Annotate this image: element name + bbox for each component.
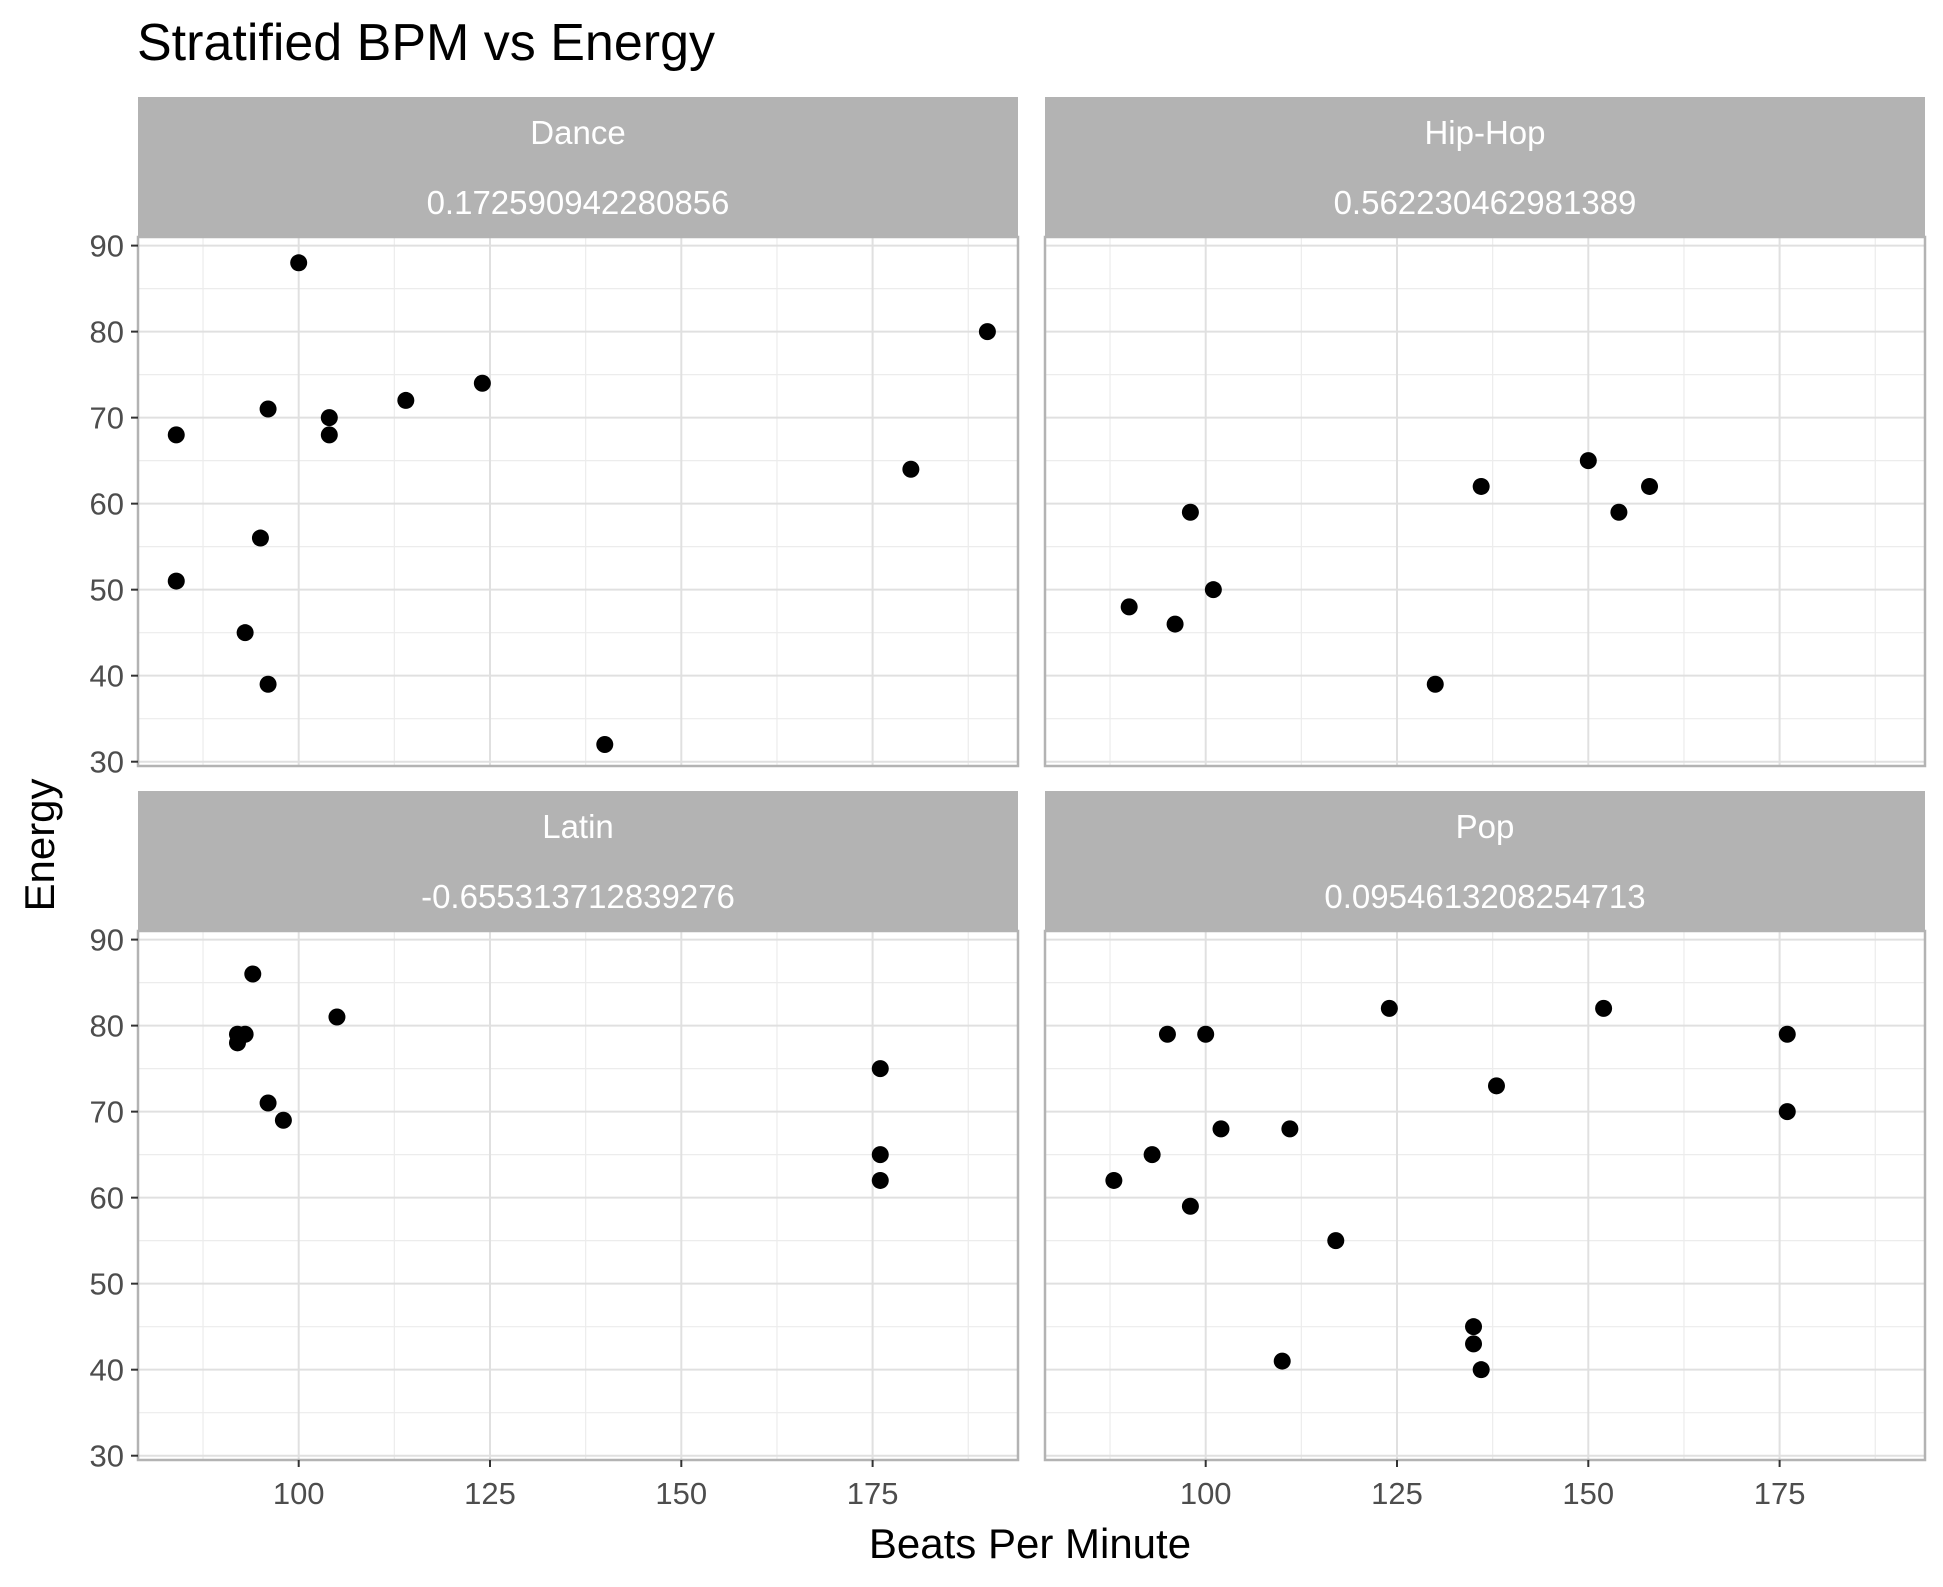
x-tick-label: 125 [1371, 1476, 1423, 1511]
data-point [1426, 675, 1444, 693]
data-point [320, 426, 338, 444]
facet-pop: Pop 0.0954613208254713 100 125 150 175 [1043, 791, 1927, 1511]
y-tick-label: 80 [90, 315, 124, 350]
x-tick-label: 175 [1754, 1476, 1806, 1511]
data-point [320, 409, 338, 427]
y-tick-label: 30 [90, 1439, 124, 1474]
data-point [259, 400, 277, 418]
x-tick-label: 150 [1562, 1476, 1614, 1511]
data-point [328, 1008, 346, 1026]
data-point [871, 1146, 889, 1164]
data-point [1120, 598, 1138, 616]
x-tick-label: 125 [464, 1476, 516, 1511]
panel-background [1045, 931, 1925, 1460]
x-tick-label: 100 [273, 1476, 325, 1511]
facet-hip-hop: Hip-Hop 0.562230462981389 [1043, 97, 1927, 768]
data-point [1181, 503, 1199, 521]
data-point [1778, 1103, 1796, 1121]
data-point [1105, 1171, 1123, 1189]
data-point [1181, 1197, 1199, 1215]
data-point [236, 624, 254, 642]
y-tick-label: 70 [90, 401, 124, 436]
data-point [274, 1111, 292, 1129]
y-tick-label: 50 [90, 1267, 124, 1302]
data-point [1472, 1361, 1490, 1379]
data-point [1158, 1025, 1176, 1043]
data-point [1197, 1025, 1215, 1043]
data-point [251, 529, 269, 547]
data-point [1472, 477, 1490, 495]
y-tick-label: 30 [90, 745, 124, 780]
data-point [596, 735, 614, 753]
facet-strip [138, 791, 1018, 931]
facet-genre-label: Dance [530, 114, 625, 151]
data-point [1327, 1232, 1345, 1250]
panel-background [138, 237, 1018, 766]
data-point [871, 1060, 889, 1078]
facet-genre-label: Latin [542, 808, 614, 845]
panel-background [1045, 237, 1925, 766]
facet-correlation-label: 0.562230462981389 [1334, 184, 1637, 221]
facet-strip [138, 97, 1018, 237]
data-point [978, 323, 996, 341]
panel-border [136, 929, 1020, 1462]
data-point [1465, 1318, 1483, 1336]
y-tick-label: 90 [90, 229, 124, 264]
data-point [1166, 615, 1184, 633]
facet-correlation-label: 0.0954613208254713 [1324, 878, 1645, 915]
facet-strip [1045, 97, 1925, 237]
data-point [1579, 452, 1597, 470]
data-point [1204, 581, 1222, 599]
data-point [1610, 503, 1628, 521]
data-point [244, 965, 262, 983]
x-tick-label: 150 [655, 1476, 707, 1511]
y-tick-label: 40 [90, 659, 124, 694]
facet-dance: Dance 0.172590942280856 30 40 50 60 70 80 90 [90, 97, 1020, 780]
facet-correlation-label: 0.172590942280856 [427, 184, 730, 221]
data-point [1212, 1120, 1230, 1138]
panel-border [1043, 235, 1927, 768]
y-tick-label: 80 [90, 1009, 124, 1044]
facet-correlation-label: -0.655313712839276 [421, 878, 735, 915]
data-point [473, 374, 491, 392]
facet-latin: Latin -0.655313712839276 30 40 50 60 70 80 90 100… [90, 791, 1020, 1511]
y-tick-label: 60 [90, 1181, 124, 1216]
data-point [1595, 999, 1613, 1017]
data-point [1641, 477, 1659, 495]
data-point [1465, 1335, 1483, 1353]
data-point [1273, 1352, 1291, 1370]
y-tick-label: 60 [90, 487, 124, 522]
y-tick-label: 70 [90, 1095, 124, 1130]
data-point [1143, 1146, 1161, 1164]
data-point [1281, 1120, 1299, 1138]
y-tick-label: 40 [90, 1353, 124, 1388]
data-point [167, 572, 185, 590]
panel-border [136, 235, 1020, 768]
panel-border [1043, 929, 1927, 1462]
y-tick-label: 90 [90, 923, 124, 958]
data-point [1778, 1025, 1796, 1043]
data-point [236, 1025, 254, 1043]
chart-title: Stratified BPM vs Energy [137, 14, 715, 72]
y-tick-label: 50 [90, 573, 124, 608]
data-point [1487, 1077, 1505, 1095]
data-point [259, 1094, 277, 1112]
panel-background [138, 931, 1018, 1460]
data-point [167, 426, 185, 444]
data-point [259, 675, 277, 693]
x-axis-title: Beats Per Minute [869, 1520, 1191, 1567]
data-point [397, 391, 415, 409]
data-point [871, 1171, 889, 1189]
facet-strip [1045, 791, 1925, 931]
y-axis-title: Energy [16, 778, 63, 911]
data-point [290, 254, 308, 272]
facet-genre-label: Pop [1456, 808, 1515, 845]
x-tick-label: 175 [847, 1476, 899, 1511]
x-tick-label: 100 [1180, 1476, 1232, 1511]
facet-panels: Dance 0.172590942280856 30 40 50 60 70 80 90 Hip-… [90, 97, 1927, 1511]
facet-genre-label: Hip-Hop [1424, 114, 1545, 151]
data-point [902, 460, 920, 478]
data-point [1380, 999, 1398, 1017]
